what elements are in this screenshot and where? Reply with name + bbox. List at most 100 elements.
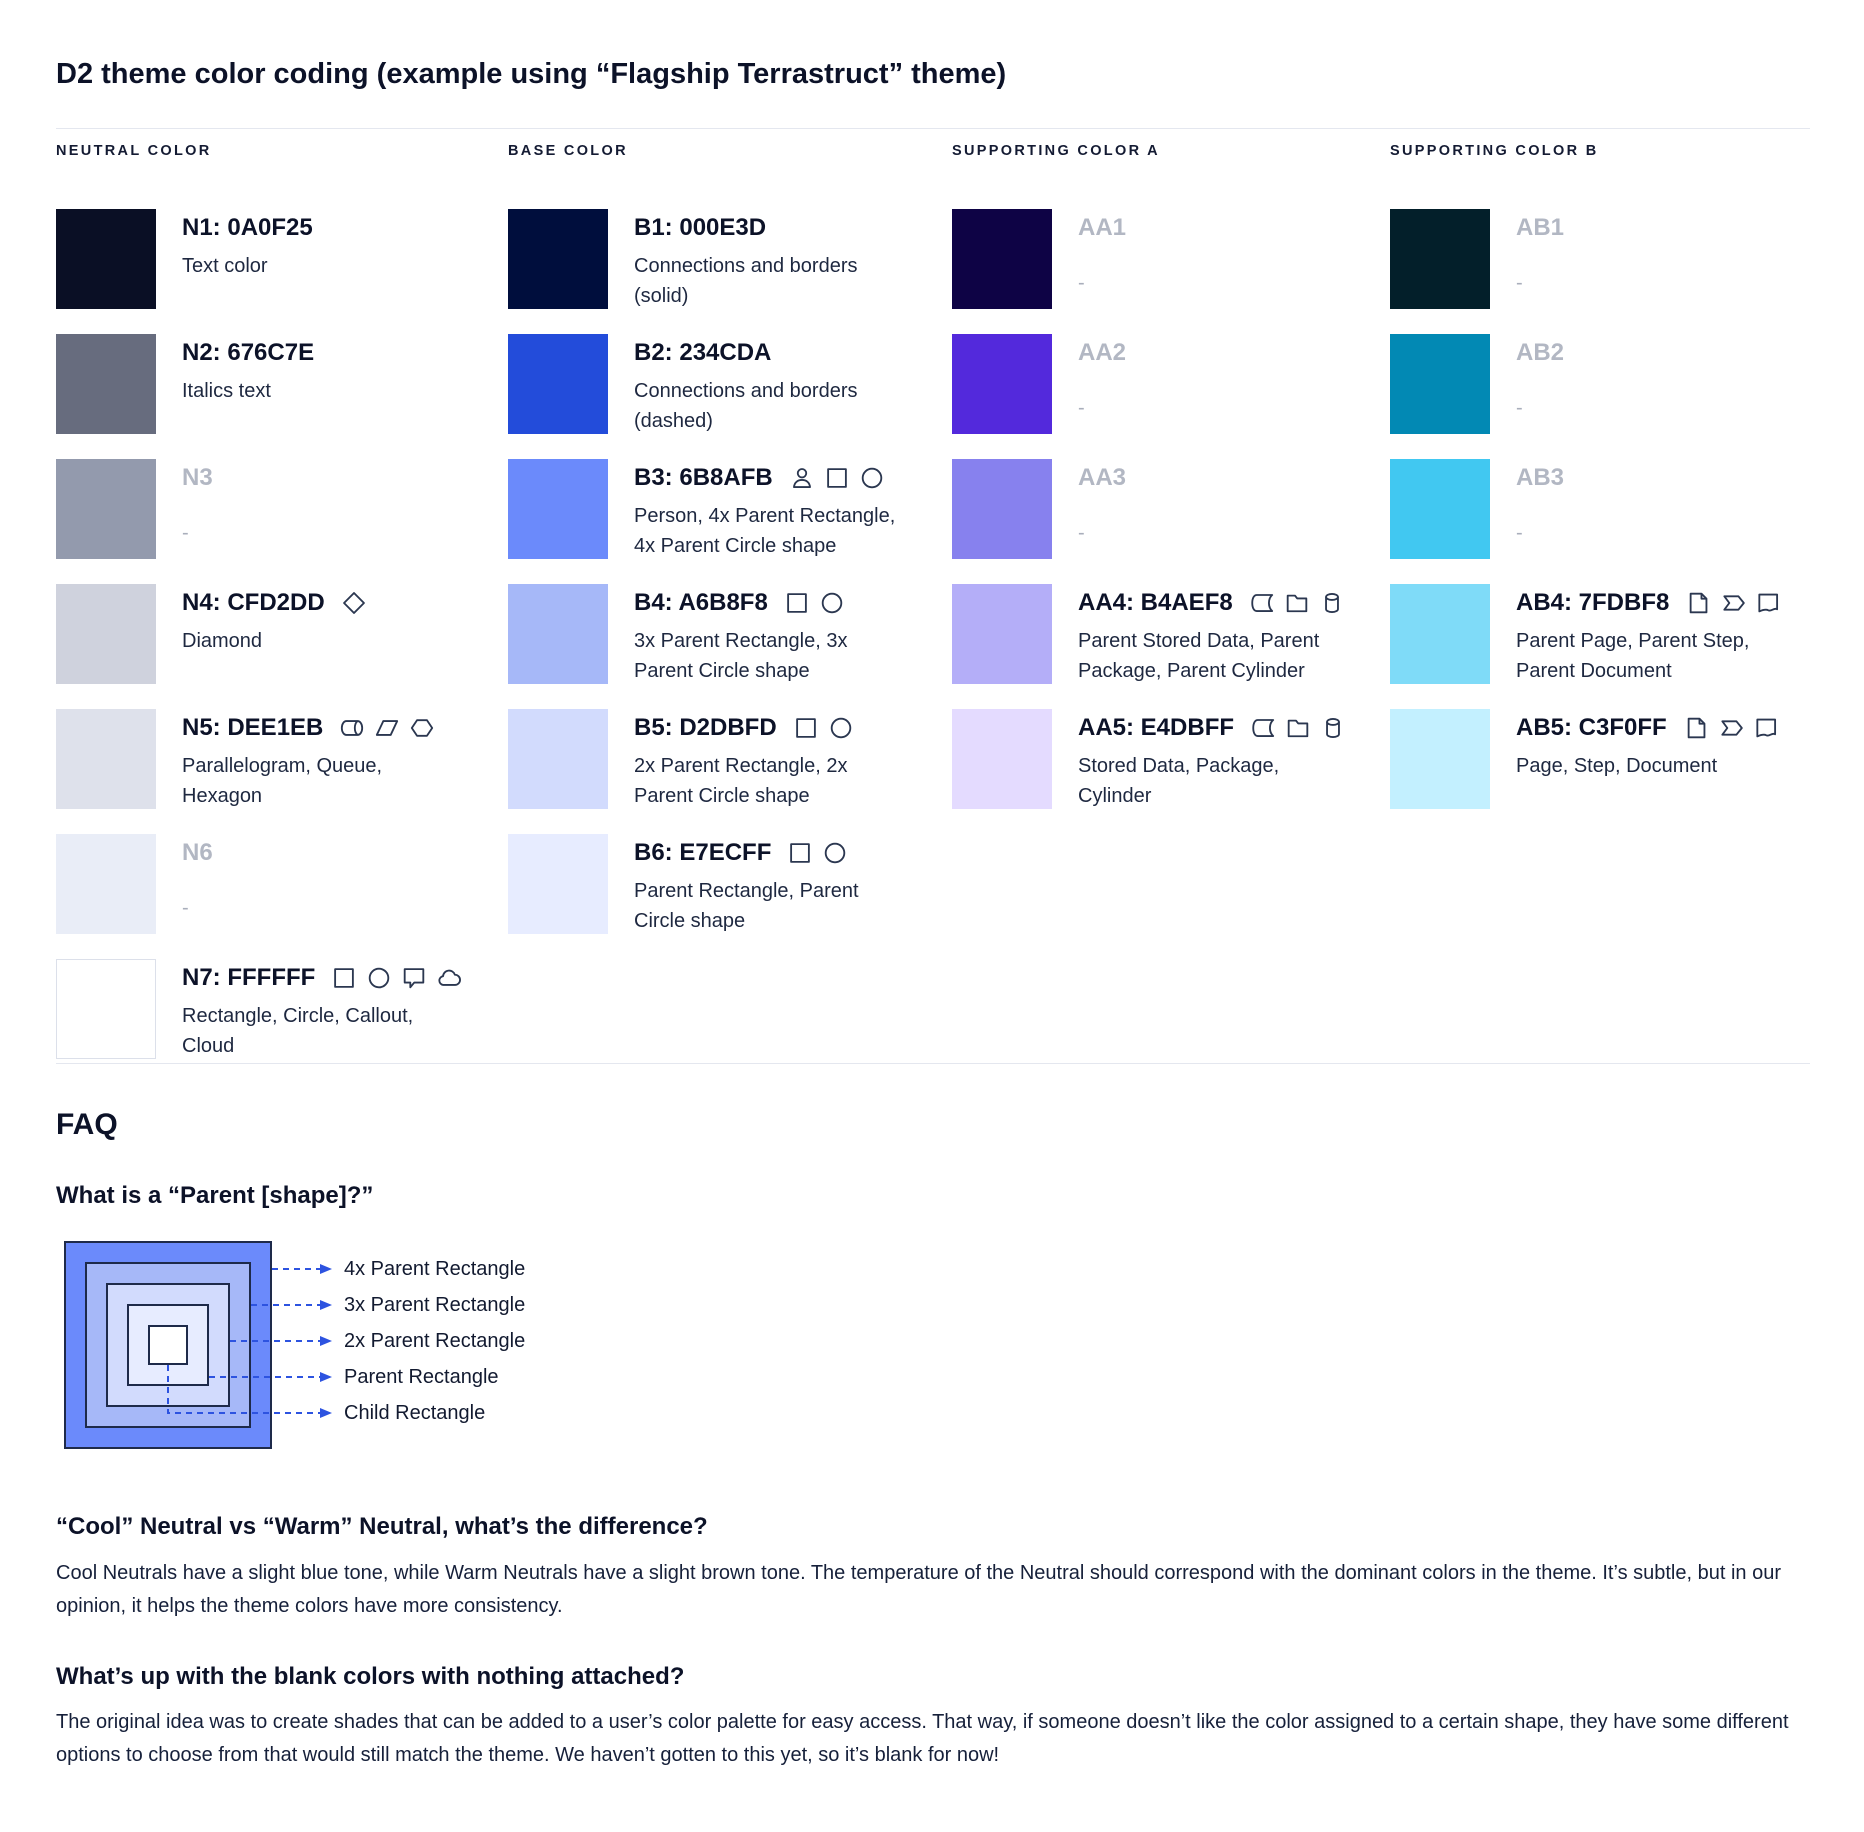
swatch-info: AA2 - — [1078, 334, 1363, 434]
swatch-description: Person, 4x Parent Rectangle, 4x Parent C… — [634, 504, 896, 557]
swatch-row: N2: 676C7E Italics text — [56, 334, 486, 435]
hexagon-icon — [409, 715, 435, 741]
swatch-row: B4: A6B8F8 3x Parent Rectangle, 3x Parent… — [508, 584, 938, 685]
swatch-info: AA1 - — [1078, 209, 1363, 309]
color-swatch — [508, 584, 608, 685]
swatch-description: Parent Stored Data, Parent Package, Pare… — [1078, 629, 1320, 682]
faq-q3-body: The original idea was to create shades t… — [56, 1710, 1789, 1766]
swatch-label: AA5: E4DBFF — [1078, 714, 1363, 741]
faq-q1-heading: What is a “Parent [shape]?” — [56, 1182, 374, 1210]
swatch-label: N6 — [182, 839, 467, 866]
column-header: SUPPORTING COLOR B — [1390, 143, 1599, 160]
swatch-info: B1: 000E3D Connections and borders (solid… — [634, 209, 919, 309]
color-swatch — [952, 459, 1052, 560]
shape-icons — [1250, 715, 1346, 741]
shape-icons — [331, 965, 462, 991]
step-icon — [1718, 715, 1744, 741]
color-swatch — [952, 209, 1052, 310]
swatch-label-text: AB2 — [1516, 339, 1565, 367]
swatch-row: AB2 - — [1390, 334, 1820, 435]
swatch-description: 3x Parent Rectangle, 3x Parent Circle sh… — [634, 629, 848, 682]
color-swatch — [952, 584, 1052, 685]
swatch-label-text: AB5: C3F0FF — [1516, 714, 1667, 742]
stored-data-icon — [1249, 590, 1275, 616]
swatch-label: AA2 — [1078, 339, 1363, 367]
color-swatch — [56, 209, 156, 310]
document-icon — [1753, 715, 1779, 741]
cylinder-icon — [1319, 590, 1345, 616]
swatch-label: B3: 6B8AFB — [634, 464, 919, 491]
color-swatch — [1390, 459, 1490, 560]
swatch-description: 2x Parent Rectangle, 2x Parent Circle sh… — [634, 754, 848, 807]
color-swatch — [1390, 584, 1490, 685]
page-icon — [1683, 715, 1709, 741]
circle-icon — [366, 965, 392, 991]
swatch-row: AA3 - — [952, 459, 1382, 560]
rectangle-icon — [787, 840, 813, 866]
person-icon — [789, 465, 815, 491]
swatch-row: B2: 234CDA Connections and borders (dashe… — [508, 334, 938, 435]
swatch-label: N2: 676C7E — [182, 339, 467, 367]
diamond-icon — [341, 590, 367, 616]
page-title: D2 theme color coding (example using “Fl… — [56, 58, 1007, 90]
color-swatch — [508, 334, 608, 435]
swatch-label: B1: 000E3D — [634, 214, 919, 242]
swatch-info: AB1 - — [1516, 209, 1801, 309]
swatch-label-text: B5: D2DBFD — [634, 714, 777, 742]
swatch-label-text: AA2 — [1078, 339, 1127, 367]
swatch-label-text: N4: CFD2DD — [182, 589, 325, 617]
shape-icons — [1685, 590, 1781, 616]
swatch-label: N5: DEE1EB — [182, 714, 467, 742]
swatch-label: B4: A6B8F8 — [634, 589, 919, 616]
color-swatch — [56, 834, 156, 935]
swatch-label: B6: E7ECFF — [634, 839, 919, 866]
swatch-info: B2: 234CDA Connections and borders (dashe… — [634, 334, 919, 434]
swatch-label: AB4: 7FDBF8 — [1516, 589, 1801, 616]
shape-icons — [1249, 590, 1345, 616]
color-swatch — [952, 334, 1052, 435]
swatch-row: AA1 - — [952, 209, 1382, 310]
swatch-info: B5: D2DBFD 2x Parent Rectangle, 2x Parent… — [634, 709, 919, 809]
swatch-description: - — [1516, 521, 1523, 544]
rectangle-icon — [784, 590, 810, 616]
callout-icon — [401, 965, 427, 991]
swatch-description: - — [1516, 271, 1523, 294]
document: D2 theme color coding (example using “Fl… — [56, 58, 1820, 1766]
nested-rectangle — [148, 1325, 188, 1366]
document-icon — [1755, 590, 1781, 616]
swatch-row: B6: E7ECFF Parent Rectangle, Parent Circl… — [508, 834, 938, 935]
diagram-label: 4x Parent Rectangle — [344, 1258, 526, 1281]
faq-heading: FAQ — [56, 1108, 118, 1142]
column-header: NEUTRAL COLOR — [56, 143, 212, 160]
swatch-label: AA4: B4AEF8 — [1078, 589, 1363, 616]
rectangle-icon — [793, 715, 819, 741]
swatch-info: N2: 676C7E Italics text — [182, 334, 467, 434]
swatch-label-text: AA1 — [1078, 214, 1127, 242]
color-swatch — [56, 334, 156, 435]
swatch-label: AB5: C3F0FF — [1516, 714, 1801, 742]
swatch-row: B3: 6B8AFB Person, 4x Parent Rectangle, 4… — [508, 459, 938, 560]
swatch-info: N1: 0A0F25 Text color — [182, 209, 467, 309]
rectangle-icon — [331, 965, 357, 991]
color-swatch — [952, 709, 1052, 810]
swatch-info: AB4: 7FDBF8 Parent Page, Parent Step, Par… — [1516, 584, 1801, 684]
swatch-label-text: N5: DEE1EB — [182, 714, 324, 742]
color-swatch — [56, 584, 156, 685]
swatch-label-text: N2: 676C7E — [182, 339, 315, 367]
swatch-info: N4: CFD2DD Diamond — [182, 584, 467, 684]
step-icon — [1720, 590, 1746, 616]
swatch-label-text: AB1 — [1516, 214, 1565, 242]
swatch-description: Italics text — [182, 379, 271, 402]
swatch-description: - — [1078, 521, 1085, 544]
color-swatch — [1390, 709, 1490, 810]
diagram-label: 2x Parent Rectangle — [344, 1330, 526, 1353]
swatch-info: N3 - — [182, 459, 467, 559]
swatch-description: - — [182, 521, 189, 544]
swatch-info: AB3 - — [1516, 459, 1801, 559]
color-swatch — [56, 709, 156, 810]
swatch-row: B5: D2DBFD 2x Parent Rectangle, 2x Parent… — [508, 709, 938, 810]
swatch-label-text: N3 — [182, 464, 213, 492]
swatch-row: AB5: C3F0FF Page, Step, Document — [1390, 709, 1820, 810]
swatch-label-text: N1: 0A0F25 — [182, 214, 313, 242]
swatch-label-text: B1: 000E3D — [634, 214, 767, 242]
